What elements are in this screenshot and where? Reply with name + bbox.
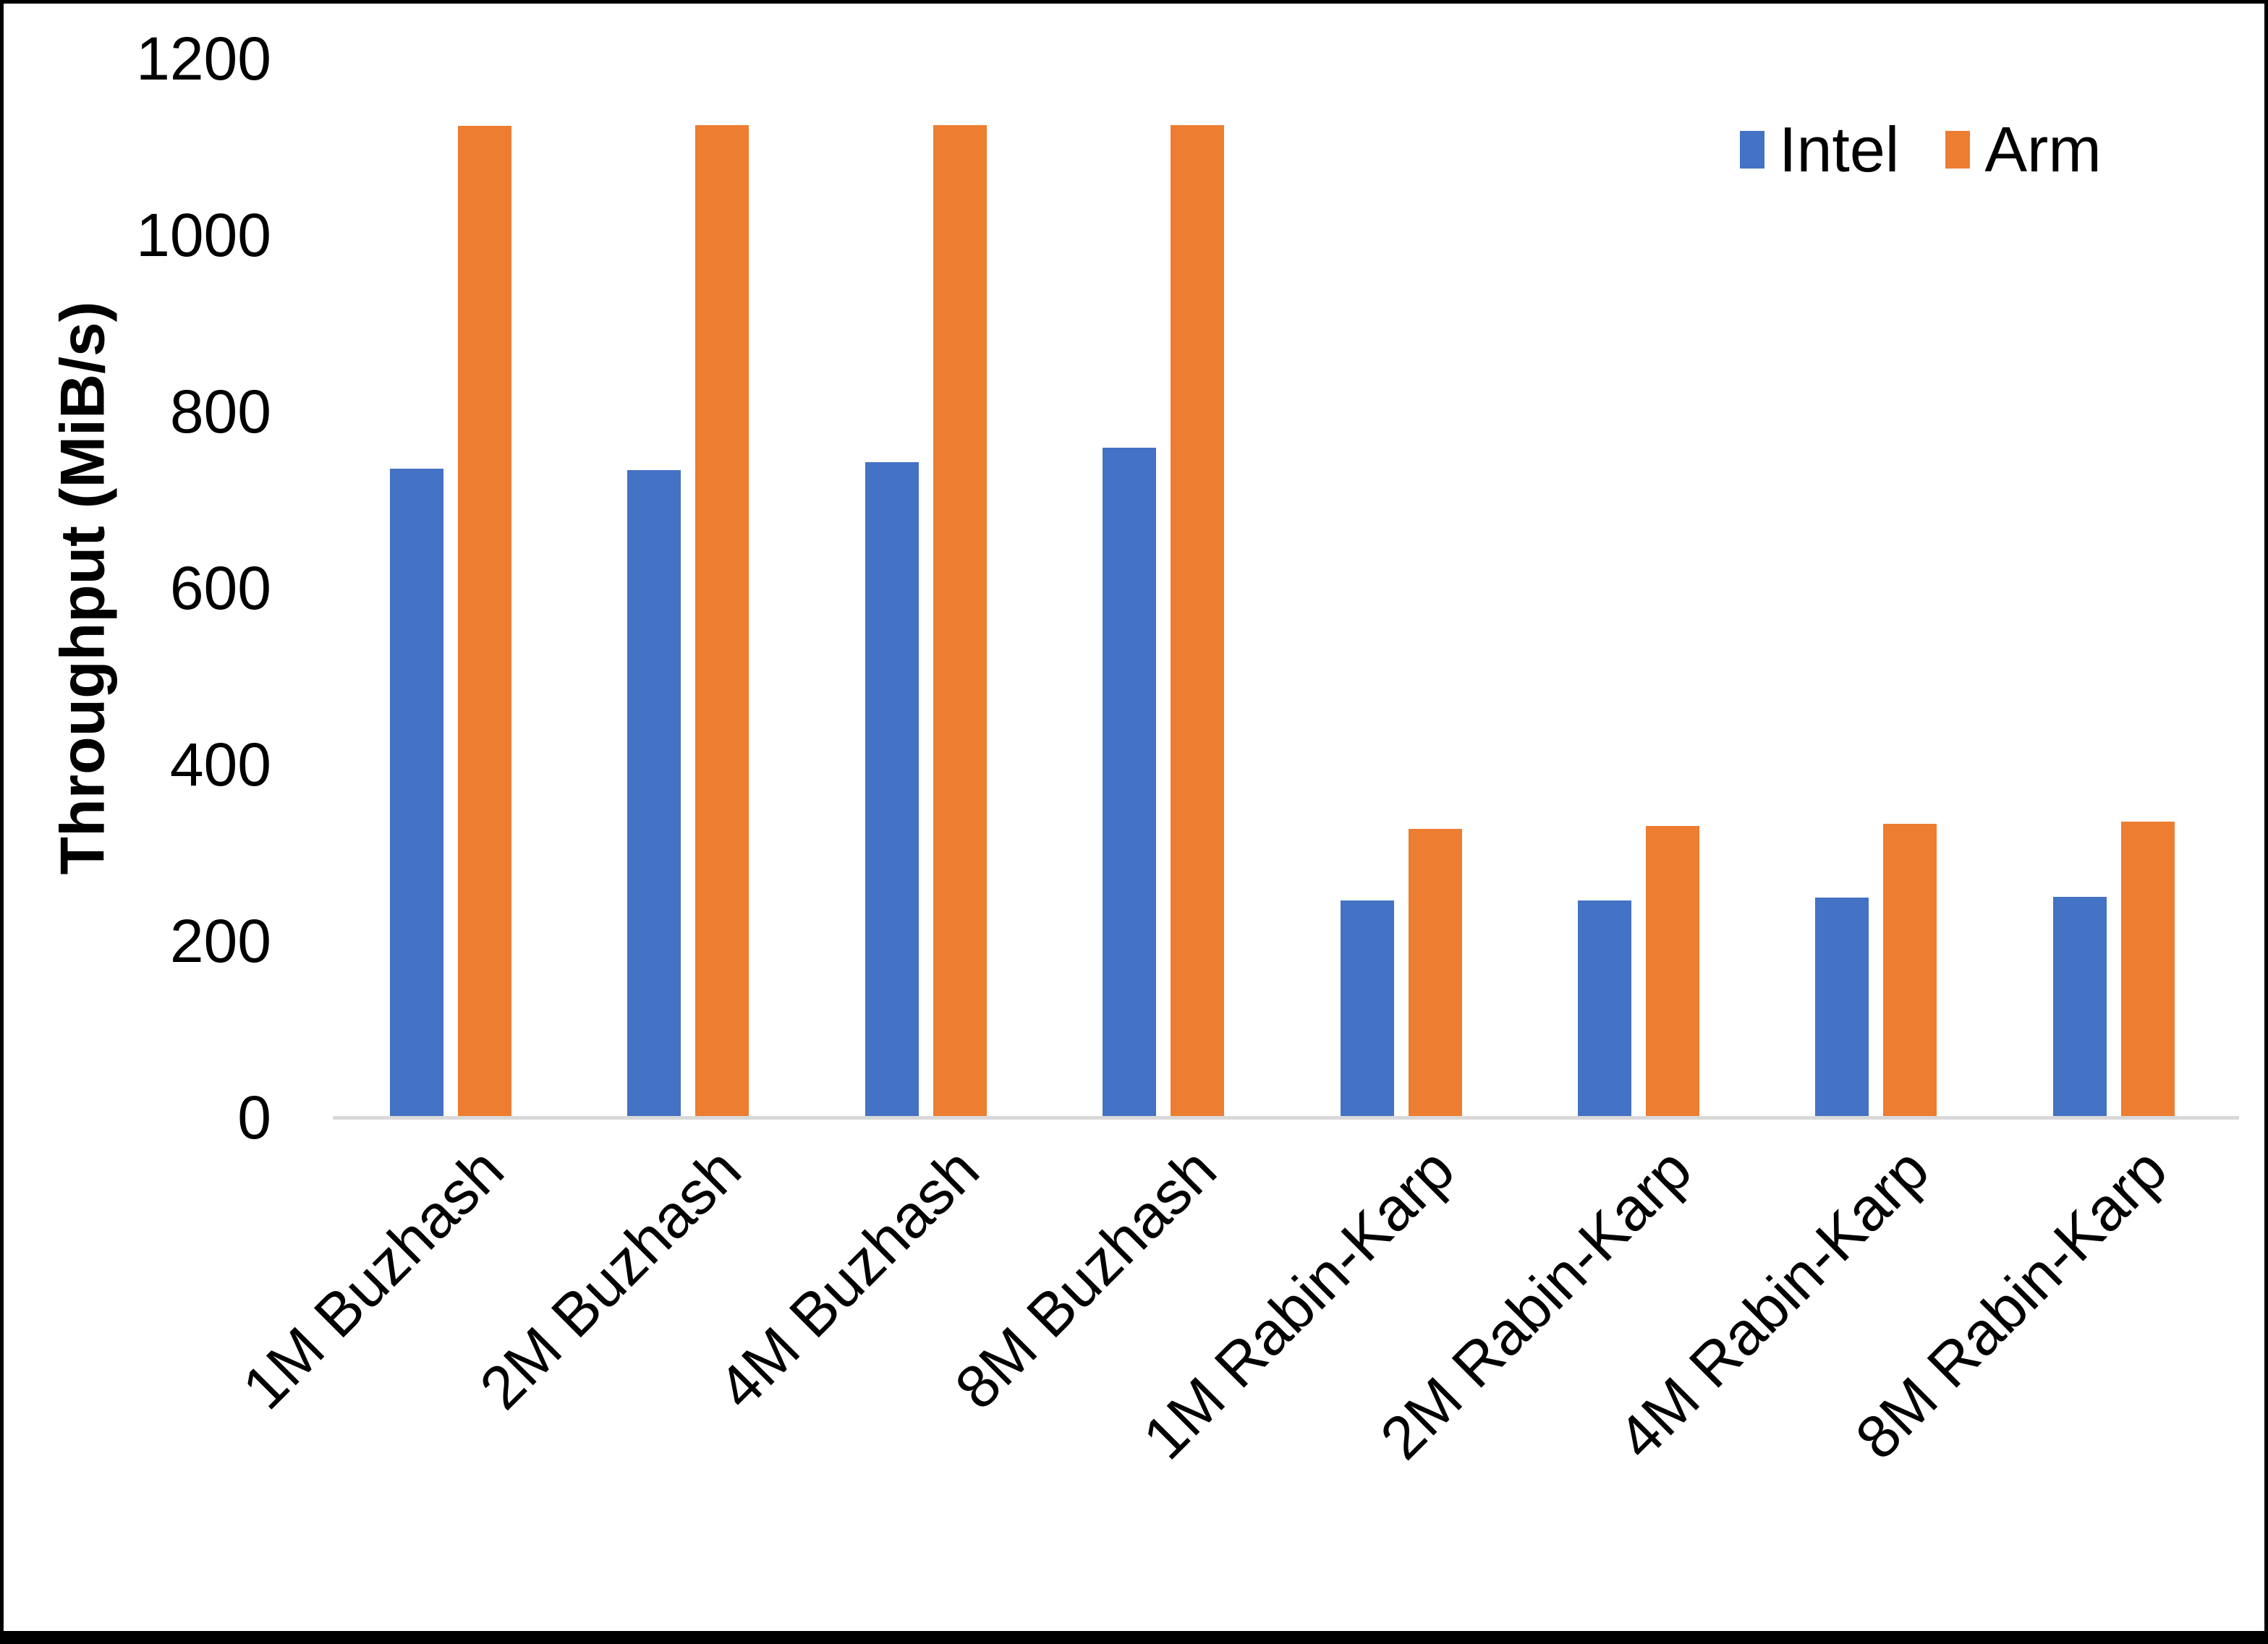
bar-intel-4m-rabin-karp: [1815, 898, 1869, 1117]
legend: Intel Arm: [1740, 118, 2102, 182]
plot-area: [333, 59, 2239, 1117]
y-tick-label: 0: [237, 1083, 271, 1151]
legend-item-intel: Intel: [1740, 118, 1899, 182]
x-axis-line: [333, 1116, 2239, 1120]
bar-intel-8m-rabin-karp: [2052, 897, 2107, 1117]
bar-arm-2m-rabin-karp: [1645, 826, 1699, 1117]
bar-arm-1m-buzhash: [458, 125, 511, 1117]
bar-intel-1m-buzhash: [390, 469, 443, 1117]
legend-label: Intel: [1779, 114, 1900, 185]
bar-arm-8m-buzhash: [1171, 124, 1225, 1117]
legend-swatch-arm: [1945, 131, 1971, 169]
bar-arm-1m-rabin-karp: [1408, 829, 1462, 1117]
legend-swatch-intel: [1740, 131, 1764, 169]
y-tick-label: 400: [169, 731, 271, 798]
y-tick-label: 800: [169, 378, 271, 446]
bar-intel-1m-rabin-karp: [1340, 900, 1394, 1117]
bar-intel-8m-buzhash: [1103, 448, 1157, 1117]
bar-arm-4m-rabin-karp: [1883, 823, 1937, 1117]
y-tick-label: 600: [169, 554, 271, 622]
y-tick-label: 1000: [136, 201, 271, 269]
y-tick-label: 1200: [136, 25, 271, 93]
y-tick-label: 200: [169, 907, 271, 975]
bar-arm-2m-buzhash: [695, 124, 749, 1117]
bar-arm-4m-buzhash: [933, 124, 987, 1117]
bar-intel-4m-buzhash: [865, 461, 919, 1117]
legend-item-arm: Arm: [1945, 114, 2102, 185]
bar-intel-2m-buzhash: [627, 469, 681, 1117]
legend-label: Arm: [1984, 114, 2102, 185]
bar-arm-8m-rabin-karp: [2120, 822, 2175, 1117]
bar-intel-2m-rabin-karp: [1577, 900, 1631, 1117]
